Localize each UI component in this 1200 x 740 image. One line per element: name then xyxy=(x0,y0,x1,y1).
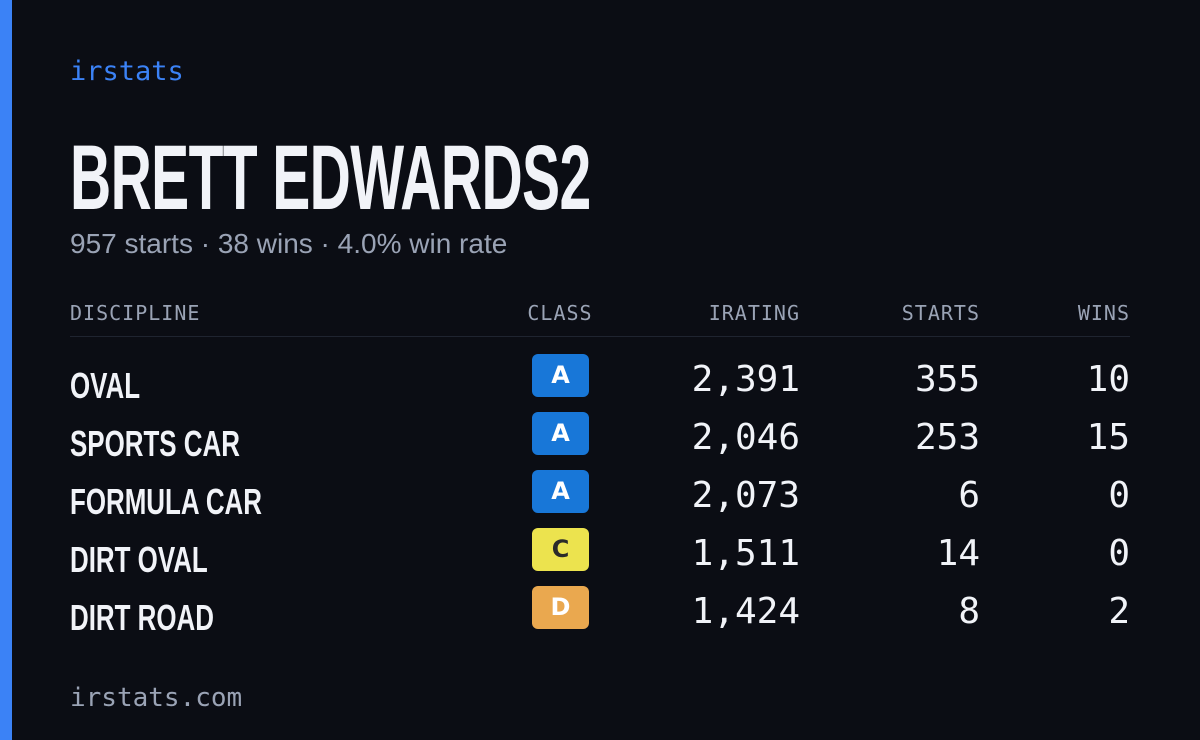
header-rule xyxy=(70,336,1130,337)
column-header: DISCIPLINE xyxy=(70,301,201,325)
column-header: WINS xyxy=(1077,301,1130,325)
driver-summary: 957 starts · 38 wins · 4.0% win rate xyxy=(70,228,508,259)
column-header: IRATING xyxy=(708,301,800,325)
column-header: STARTS xyxy=(901,301,980,325)
wins: 15 xyxy=(1086,417,1130,458)
class-badge: C xyxy=(532,528,589,571)
starts: 14 xyxy=(936,533,980,574)
accent-bar xyxy=(0,0,12,740)
wins: 2 xyxy=(1108,591,1130,632)
discipline: FORMULA CAR xyxy=(70,481,262,522)
wins: 10 xyxy=(1086,359,1130,400)
brand: irstats xyxy=(70,56,184,87)
wins: 0 xyxy=(1108,533,1130,574)
discipline: DIRT OVAL xyxy=(70,539,208,580)
discipline: DIRT ROAD xyxy=(70,597,214,638)
class-badge: A xyxy=(532,412,589,455)
starts: 8 xyxy=(958,591,980,632)
class-badge: D xyxy=(532,586,589,629)
starts: 355 xyxy=(914,359,980,400)
irating: 2,391 xyxy=(691,359,800,400)
starts: 6 xyxy=(958,475,980,516)
discipline: SPORTS CAR xyxy=(70,423,240,464)
wins: 0 xyxy=(1108,475,1130,516)
driver-name: BRETT EDWARDS2 xyxy=(70,127,591,229)
irating: 1,511 xyxy=(691,533,800,574)
irating: 1,424 xyxy=(691,591,800,632)
irating: 2,073 xyxy=(691,475,800,516)
column-header: CLASS xyxy=(527,301,593,325)
footer: irstats.com xyxy=(70,683,243,713)
class-badge: A xyxy=(532,470,589,513)
class-badge: A xyxy=(532,354,589,397)
discipline: OVAL xyxy=(70,365,141,406)
starts: 253 xyxy=(914,417,980,458)
irating: 2,046 xyxy=(691,417,800,458)
